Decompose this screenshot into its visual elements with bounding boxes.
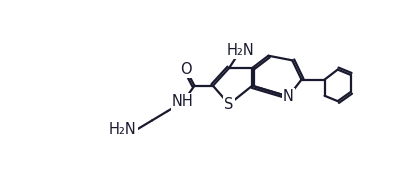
Text: N: N bbox=[283, 89, 294, 104]
Text: H₂N: H₂N bbox=[227, 43, 255, 58]
Text: O: O bbox=[180, 62, 192, 77]
Text: S: S bbox=[224, 97, 234, 112]
Text: NH: NH bbox=[172, 94, 194, 109]
Text: H₂N: H₂N bbox=[109, 122, 137, 137]
